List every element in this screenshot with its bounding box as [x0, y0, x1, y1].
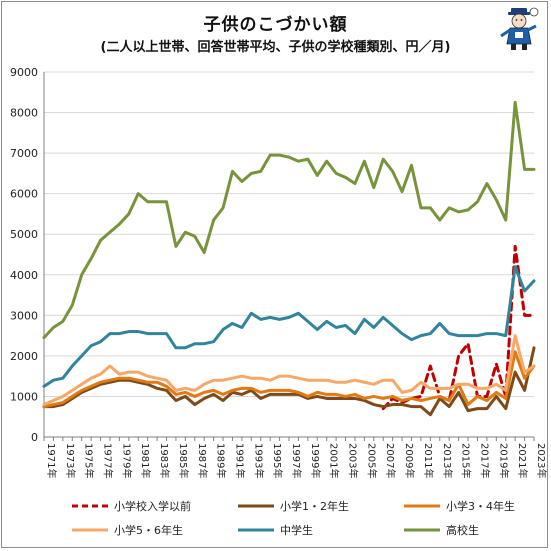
x-tick-label: 1985年: [177, 443, 190, 478]
gridlines: [44, 71, 534, 438]
y-tick-label: 6000: [10, 188, 38, 201]
x-tick-label: 2021年: [516, 443, 529, 478]
x-tick-label: 2013年: [441, 443, 454, 478]
x-tick-label: 2003年: [347, 443, 360, 478]
x-tick-label: 1983年: [158, 443, 171, 478]
x-tick-label: 2001年: [328, 443, 341, 478]
x-tick-label: 1981年: [139, 443, 152, 478]
series-line-6: [42, 100, 536, 340]
series-line-2: [42, 346, 536, 417]
x-tick-label: 1993年: [252, 443, 265, 478]
series-line-4: [42, 334, 536, 407]
x-tick-label: 2015年: [460, 443, 473, 478]
x-tick-label: 2009年: [403, 443, 416, 478]
x-tick-label: 1977年: [102, 443, 115, 478]
x-tick-label: 2019年: [497, 443, 510, 478]
y-tick-label: 2000: [10, 350, 38, 363]
y-tick-label: 7000: [10, 147, 38, 160]
x-tick-label: 1997年: [290, 443, 303, 478]
x-tick-label: 2011年: [422, 443, 435, 478]
y-tick-label: 5000: [10, 228, 38, 241]
legend-label: 中学生: [280, 523, 313, 537]
legend-label: 小学5・6年生: [114, 523, 183, 537]
legend-label: 高校生: [446, 523, 479, 537]
axes: [43, 72, 535, 441]
chart-subtitle: (二人以上世帯、回答世帯平均、子供の学校種類別、円／月): [100, 40, 451, 55]
x-tick-label: 1989年: [215, 443, 228, 478]
x-tick-label: 1995年: [271, 443, 284, 478]
legend-label: 小学校入学以前: [114, 499, 191, 513]
legend-label: 小学1・2年生: [280, 499, 349, 513]
x-tick-label: 2023年: [535, 443, 548, 478]
x-tick-label: 1979年: [120, 443, 133, 478]
x-tick-label: 1973年: [64, 443, 77, 478]
series-lines: [42, 100, 536, 417]
y-tick-label: 3000: [10, 309, 38, 322]
y-tick-label: 4000: [10, 269, 38, 282]
y-tick-labels: 0 1000 2000 3000 4000 5000 6000 7000 8000 9000: [10, 66, 38, 444]
legend-label: 小学3・4年生: [446, 499, 515, 513]
series-line-3: [42, 350, 536, 409]
series-line-5: [42, 265, 536, 388]
y-tick-label: 1000: [10, 390, 38, 403]
x-tick-label: 1971年: [45, 443, 58, 478]
x-tick-labels: 1971年 1973年 1975年 1977年 1979年 1981年 1983年 1985年…: [45, 443, 548, 478]
x-tick-label: 2007年: [384, 443, 397, 478]
x-tick-label: 2005年: [365, 443, 378, 478]
y-tick-label: 8000: [10, 107, 38, 120]
chart-title: 子供のこづかい額: [203, 15, 348, 35]
x-tick-label: 1991年: [233, 443, 246, 478]
x-tick-label: 1975年: [83, 443, 96, 478]
x-tick-label: 1999年: [309, 443, 322, 478]
y-tick-label: 9000: [10, 66, 38, 79]
x-tick-label: 2017年: [478, 443, 491, 478]
y-tick-label: 0: [31, 431, 38, 444]
mascot-character-icon: [500, 7, 539, 50]
x-tick-label: 1987年: [196, 443, 209, 478]
